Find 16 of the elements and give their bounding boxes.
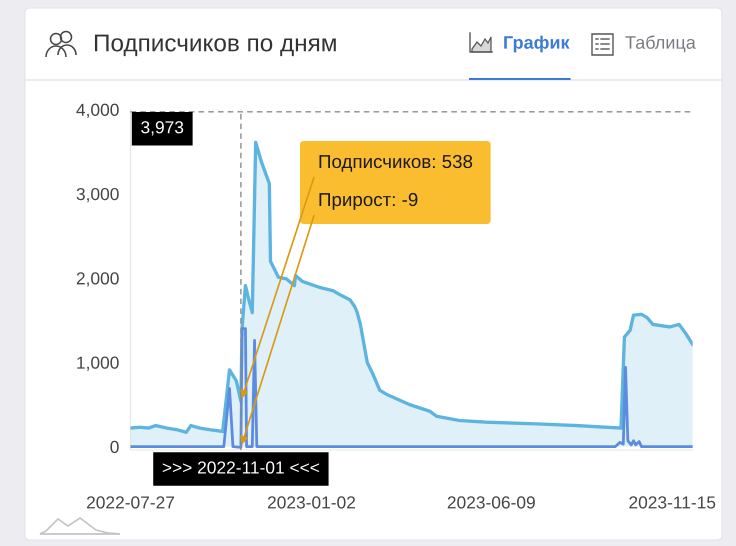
text: Таблица: [625, 35, 696, 52]
y-tick-label: 3,000: [76, 188, 119, 202]
x-tick-label: 2023-11-15: [629, 496, 716, 509]
annotation: Прирост: -9: [320, 192, 418, 210]
y-tick-label: 1,000: [77, 356, 119, 371]
x-tick-label: 2023-06-09: [448, 496, 535, 509]
text: График: [504, 36, 570, 52]
chart-title: Подписчиков по дням: [94, 34, 336, 56]
x-tick-label: 2022-07-27: [86, 496, 174, 509]
ref-line-label: >>> 2022-11-01 <<<: [162, 461, 320, 474]
y-tick-label: 0: [110, 440, 119, 454]
y-tick-label: 4,000: [76, 104, 119, 118]
y-tick-label: 2,000: [76, 272, 119, 287]
x-tick-label: 2023-01-02: [268, 496, 355, 509]
ref-line-label: 3,973: [141, 121, 184, 136]
annotation: Подписчиков: 538: [320, 154, 472, 172]
